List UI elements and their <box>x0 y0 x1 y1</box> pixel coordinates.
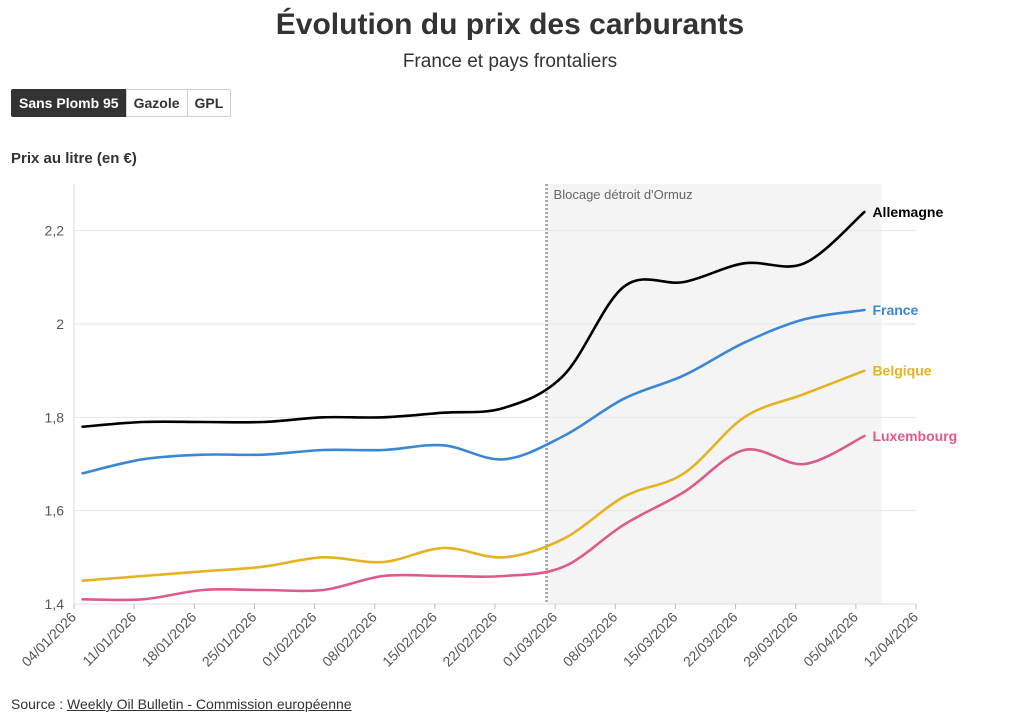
y-tick-label: 1,6 <box>45 503 65 519</box>
annotation-label: Blocage détroit d'Ormuz <box>554 187 693 202</box>
series-line-allemagne <box>81 210 866 428</box>
x-tick-label: 12/04/2026 <box>860 609 921 670</box>
y-tick-label: 1,8 <box>45 409 65 425</box>
x-tick-label: 22/02/2026 <box>439 609 500 670</box>
x-tick-label: 15/02/2026 <box>379 609 440 670</box>
series-label-france: France <box>872 302 918 318</box>
series-line-belgique <box>81 369 866 582</box>
tab-sans-plomb-95[interactable]: Sans Plomb 95 <box>11 89 127 117</box>
x-tick-label: 22/03/2026 <box>680 609 741 670</box>
y-tick-label: 2 <box>56 316 64 332</box>
x-tick-label: 08/02/2026 <box>319 609 380 670</box>
x-tick-label: 15/03/2026 <box>620 609 681 670</box>
source-link[interactable]: Weekly Oil Bulletin - Commission europée… <box>67 696 352 712</box>
series-line-france <box>81 308 866 475</box>
x-tick-label: 25/01/2026 <box>199 609 260 670</box>
y-tick-label: 2,2 <box>45 223 65 239</box>
source-prefix: Source : <box>11 696 64 712</box>
tab-gazole[interactable]: Gazole <box>125 89 188 117</box>
chart-subtitle: France et pays frontaliers <box>402 51 618 72</box>
x-tick-label: 11/01/2026 <box>79 609 139 669</box>
tab-gpl[interactable]: GPL <box>186 89 232 117</box>
fuel-type-tabs: Sans Plomb 95 Gazole GPL <box>11 89 232 117</box>
series-label-allemagne: Allemagne <box>872 204 943 220</box>
x-tick-label: 04/01/2026 <box>18 609 79 670</box>
x-tick-label: 01/03/2026 <box>499 609 560 670</box>
y-axis-label: Prix au litre (en €) <box>11 150 137 167</box>
chart-title: Évolution du prix des carburants <box>275 8 745 41</box>
series-label-belgique: Belgique <box>872 363 931 379</box>
annotation-shaded-region <box>546 184 882 604</box>
x-tick-label: 01/02/2026 <box>259 609 320 670</box>
y-tick-label: 1,4 <box>45 596 65 612</box>
x-tick-label: 29/03/2026 <box>740 609 801 670</box>
x-tick-label: 18/01/2026 <box>139 609 200 670</box>
series-line-luxembourg <box>81 434 866 602</box>
x-tick-label: 08/03/2026 <box>560 609 621 670</box>
series-label-luxembourg: Luxembourg <box>872 428 957 444</box>
source-note: Source : Weekly Oil Bulletin - Commissio… <box>11 696 352 712</box>
x-tick-label: 05/04/2026 <box>800 609 861 670</box>
